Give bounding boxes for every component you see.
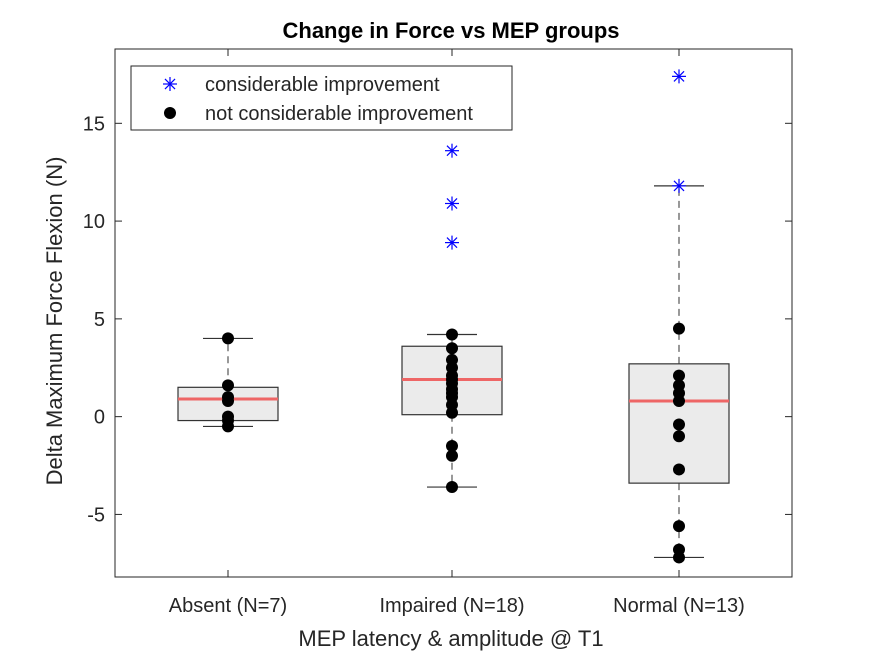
data-point-dot [446, 406, 458, 419]
x-tick-label: Impaired (N=18) [379, 595, 524, 617]
data-point-dot [673, 418, 685, 431]
legend: considerable improvement not considerable… [130, 65, 513, 131]
data-point-dot [673, 369, 685, 382]
legend-entry-label: not considerable improvement [205, 103, 473, 125]
data-point-dot [673, 551, 685, 564]
y-tick-label: 10 [83, 211, 105, 233]
legend-box [130, 65, 513, 131]
x-tick-label: Normal (N=13) [613, 595, 745, 617]
data-point-dot [673, 430, 685, 443]
y-tick-label: 5 [94, 309, 105, 331]
x-axis-label: MEP latency & amplitude @ T1 [298, 626, 603, 651]
legend-marker-dot [164, 107, 176, 119]
data-point-dot [673, 463, 685, 476]
x-tick-label: Absent (N=7) [169, 595, 287, 617]
y-tick-label: 15 [83, 113, 105, 135]
y-tick-label: -5 [87, 504, 105, 526]
data-point-dot [673, 395, 685, 407]
y-axis-label: Delta Maximum Force Flexion (N) [42, 157, 67, 486]
data-point-asterisk [672, 69, 686, 84]
data-point-dot [222, 379, 234, 392]
data-point-asterisk [445, 235, 459, 250]
data-point-dot [446, 328, 458, 341]
y-tick-label: 0 [94, 407, 105, 429]
legend-entry-label: considerable improvement [205, 74, 440, 96]
data-point-dot [673, 322, 685, 335]
data-point-dot [222, 332, 234, 345]
data-point-dot [446, 449, 458, 462]
data-point-asterisk [445, 143, 459, 158]
axes-frame [114, 48, 793, 578]
data-point-dot [222, 395, 234, 407]
data-point-dot [446, 481, 458, 494]
data-point-dot [446, 439, 458, 452]
data-point-asterisk [445, 196, 459, 211]
data-point-dot [446, 342, 458, 355]
chart-title: Change in Force vs MEP groups [283, 18, 620, 43]
data-point-dot [222, 420, 234, 433]
legend-marker-asterisk [163, 77, 177, 91]
data-point-dot [673, 520, 685, 533]
plot-area: 15 10 5 0 -5 Absent (N=7) Impaired (N=18) Norma… [83, 48, 793, 617]
data-point-dot [446, 373, 458, 386]
data-point-asterisk [672, 178, 686, 193]
data-point-dot [446, 387, 458, 400]
